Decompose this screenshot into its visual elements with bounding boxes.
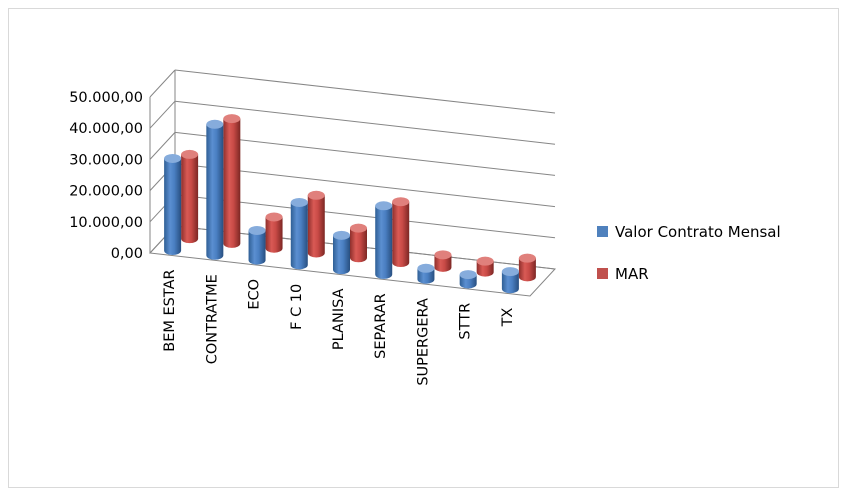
bar-mar-body: [350, 228, 367, 263]
x-tick-label: PLANISA: [331, 288, 347, 350]
bar-valor-contrato-body: [290, 202, 308, 270]
bar-mar-cap: [223, 114, 241, 124]
bar-valor-contrato-cap: [248, 225, 266, 235]
bar-valor-contrato-cap: [501, 267, 519, 277]
y-tick-label: 10.000,00: [69, 215, 143, 231]
bar-valor-contrato: [333, 230, 350, 275]
bar-valor-contrato-cap: [164, 153, 182, 163]
bar-valor-contrato: [206, 119, 224, 260]
bar-mar: [392, 197, 410, 268]
bar-valor-contrato: [248, 225, 266, 265]
y-tick-label: 0,00: [111, 246, 143, 262]
y-tick-label: 30.000,00: [69, 152, 143, 168]
x-tick-label: SUPERGERA: [415, 298, 431, 386]
bar-valor-contrato: [375, 201, 393, 279]
bar-mar-body: [223, 118, 241, 248]
bars-layer: [164, 114, 536, 294]
x-tick-label: SEPARAR: [373, 293, 389, 359]
bar-valor-contrato-cap: [333, 230, 350, 240]
y-tick-label: 20.000,00: [69, 184, 143, 200]
bar-mar-body: [307, 195, 325, 258]
legend-label: MAR: [615, 265, 649, 283]
bar-mar: [307, 190, 325, 258]
bar-valor-contrato: [417, 263, 435, 284]
bar-mar: [223, 114, 241, 248]
x-tick-label: BEM ESTAR: [162, 269, 178, 351]
bar-valor-contrato-cap: [459, 270, 477, 280]
bar-mar: [350, 223, 367, 263]
legend-swatch: [597, 268, 608, 279]
bar-valor-contrato-body: [206, 124, 224, 260]
y-tick-label: 40.000,00: [69, 121, 143, 137]
bar-valor-contrato-body: [501, 271, 519, 294]
bar-valor-contrato-body: [333, 235, 350, 275]
x-tick-label: ECO: [247, 279, 263, 310]
bar-mar-body: [434, 254, 452, 272]
bar-mar-cap: [307, 190, 325, 200]
bar-mar: [265, 212, 283, 253]
bar-valor-contrato-cap: [417, 263, 435, 273]
bar-mar-cap: [434, 250, 452, 260]
x-tick-label: CONTRATME: [204, 274, 220, 364]
legend-label: Valor Contrato Mensal: [615, 223, 781, 241]
bar-valor-contrato-body: [375, 205, 393, 279]
bar-mar: [518, 253, 536, 282]
bar-mar-cap: [476, 256, 494, 266]
gridline-side: [149, 69, 176, 98]
x-tick-label: TX: [500, 308, 516, 328]
bar-valor-contrato: [501, 267, 519, 294]
bar-mar: [434, 250, 452, 272]
bar-mar-body: [181, 154, 199, 244]
bar-mar-cap: [518, 253, 536, 263]
bar-valor-contrato-body: [248, 230, 266, 265]
x-tick-label: F C 10: [289, 284, 305, 330]
bar-mar: [476, 256, 494, 277]
legend: Valor Contrato Mensal MAR: [597, 223, 781, 283]
chart-frame: [8, 8, 839, 488]
bar-mar-cap: [181, 149, 199, 159]
bar-valor-contrato-body: [164, 158, 182, 256]
x-tick-label: STTR: [458, 303, 474, 340]
bar-valor-contrato-cap: [206, 119, 224, 129]
bar-valor-contrato: [459, 270, 477, 289]
bar-valor-contrato-cap: [290, 197, 308, 207]
gridline-side: [149, 132, 176, 160]
y-tick-label: 50.000,00: [69, 90, 143, 106]
bar-mar-cap: [265, 212, 283, 222]
bar-valor-contrato-cap: [375, 201, 393, 211]
bar-mar-body: [265, 217, 283, 253]
gridline-side: [149, 100, 176, 129]
bar-mar-cap: [392, 197, 410, 207]
bar-valor-contrato: [164, 153, 182, 256]
bar-mar-body: [392, 201, 410, 268]
legend-swatch: [597, 226, 608, 237]
bar-mar: [181, 149, 199, 244]
bar-valor-contrato: [290, 197, 308, 270]
bar-mar-cap: [350, 223, 367, 233]
bar-mar-body: [518, 258, 536, 282]
gridline: [174, 100, 556, 145]
gridline: [174, 69, 556, 114]
